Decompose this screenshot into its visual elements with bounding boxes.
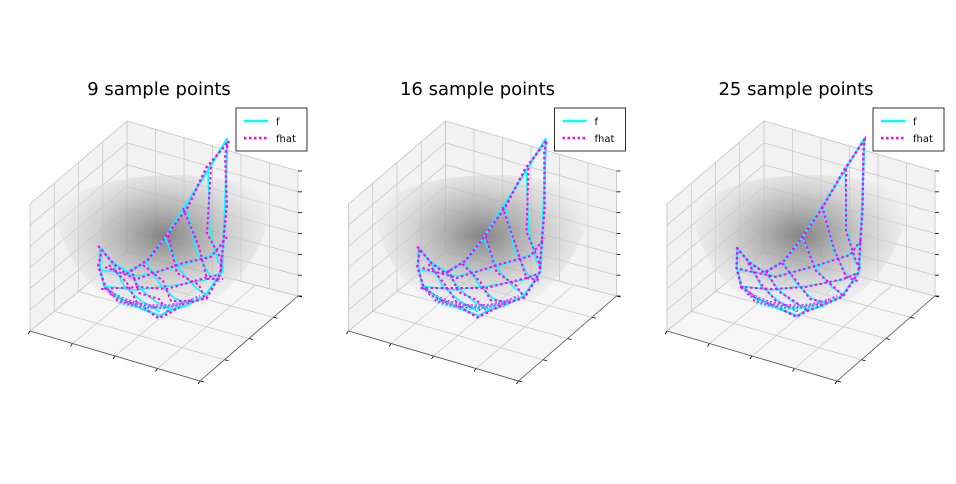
fhat-mesh-line-5 (525, 167, 542, 271)
legend-label-f: f (595, 117, 599, 128)
axis-ticks (27, 170, 303, 385)
fhat-mesh-line-4 (821, 205, 859, 282)
f-mesh-line-3 (482, 237, 527, 297)
fhat-mesh-line-2 (142, 264, 193, 302)
legend: f fhat (235, 107, 308, 152)
fhat-mesh-line-5 (205, 166, 222, 271)
legend-label-f: f (276, 117, 280, 128)
fhat-mesh-line-4 (182, 207, 223, 280)
fhat-mesh-line-0 (427, 263, 481, 311)
fhat-mesh-line-1 (130, 268, 170, 314)
axis-ticks (346, 170, 621, 385)
legend-box (872, 107, 945, 152)
subplot-title: 9 sample points (87, 79, 231, 100)
bottom-cluster (740, 287, 838, 310)
bottom-cluster (422, 287, 519, 310)
axis-ticks (664, 170, 940, 385)
legend-label-fhat: fhat (276, 134, 296, 145)
subplot-title: 25 sample points (718, 79, 873, 100)
fhat-curve (416, 139, 548, 319)
subplot-9-samples: 9 sample points f fhat (27, 79, 308, 385)
legend: f fhat (872, 107, 945, 152)
fhat-mesh-line-0 (747, 262, 799, 312)
fhat-mesh-line-4 (501, 206, 541, 281)
legend-label-fhat: fhat (913, 134, 933, 145)
bowl-surface (693, 175, 909, 318)
fhat-mesh-line-3 (167, 234, 206, 300)
fhat-mesh-line-6 (420, 273, 539, 289)
fhat-mesh (739, 169, 863, 312)
legend-label-fhat: fhat (595, 134, 615, 145)
fhat-mesh-line-2 (781, 262, 829, 304)
fhat-mesh-line-7 (739, 238, 863, 279)
bowl-surface (56, 175, 272, 318)
fhat-mesh-line-6 (100, 274, 220, 291)
f-mesh-line-3 (801, 237, 846, 297)
legend: f fhat (554, 107, 626, 152)
fhat-mesh-line-2 (461, 263, 511, 303)
bottom-cluster (103, 287, 201, 310)
bowl-surface (374, 175, 591, 318)
subplot-25-samples: 25 sample points f fhat (664, 79, 945, 385)
legend-box (235, 107, 308, 152)
legend-label-f: f (913, 117, 917, 128)
fhat-mesh-line-7 (422, 237, 546, 280)
fhat-mesh-line-7 (104, 236, 228, 281)
fhat-mesh-line-5 (845, 169, 861, 270)
subplot-title: 16 sample points (400, 79, 555, 100)
fhat-mesh-line-6 (739, 272, 859, 291)
legend-box (554, 107, 626, 152)
subplot-16-samples: 16 sample points f fhat (346, 79, 626, 385)
